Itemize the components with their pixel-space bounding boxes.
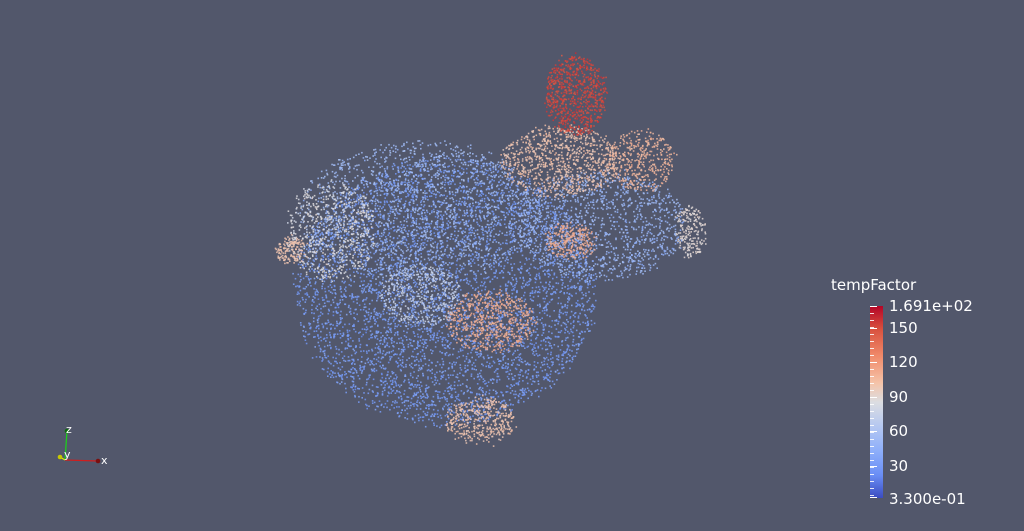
colorbar-minor-tick bbox=[870, 348, 874, 349]
colorbar-minor-tick bbox=[870, 306, 874, 307]
colorbar-minor-tick bbox=[870, 376, 874, 377]
y-axis-label: y bbox=[64, 448, 71, 461]
colorbar-minor-tick bbox=[870, 397, 874, 398]
colorbar-max-label: 1.691e+02 bbox=[889, 297, 973, 315]
colorbar-tick-150 bbox=[870, 328, 877, 329]
colorbar-minor-tick bbox=[870, 383, 874, 384]
colorbar-minor-tick bbox=[870, 404, 874, 405]
colorbar-minor-tick bbox=[870, 425, 874, 426]
colorbar-minor-tick bbox=[870, 369, 874, 370]
colorbar-minor-tick bbox=[870, 411, 874, 412]
colorbar-minor-tick bbox=[870, 481, 874, 482]
colorbar-minor-tick bbox=[870, 341, 874, 342]
z-axis-line bbox=[64, 430, 68, 461]
colorbar-minor-tick bbox=[870, 446, 874, 447]
colorbar-minor-tick bbox=[870, 460, 874, 461]
colorbar-minor-tick bbox=[870, 467, 874, 468]
colorbar-minor-tick bbox=[870, 453, 874, 454]
colorbar-minor-tick bbox=[870, 362, 874, 363]
x-axis-tip bbox=[95, 458, 101, 464]
z-axis-tip bbox=[64, 428, 70, 434]
colorbar-tick-60 bbox=[870, 431, 877, 432]
colorbar-tick-30 bbox=[870, 466, 877, 467]
colorbar-minor-tick bbox=[870, 418, 874, 419]
color-bar bbox=[870, 306, 883, 498]
legend-title: tempFactor bbox=[831, 276, 917, 294]
colorbar-minor-tick bbox=[870, 320, 874, 321]
colorbar-minor-tick bbox=[870, 439, 874, 440]
x-axis-label: x bbox=[101, 454, 108, 467]
colorbar-minor-tick bbox=[870, 488, 874, 489]
colorbar-tick-label-60: 60 bbox=[889, 422, 909, 440]
y-axis-tip bbox=[57, 454, 63, 460]
colorbar-minor-tick bbox=[870, 327, 874, 328]
colorbar-minor-tick bbox=[870, 390, 874, 391]
colorbar-minor-tick bbox=[870, 495, 874, 496]
colorbar-minor-tick bbox=[870, 355, 874, 356]
colorbar-tick-label-30: 30 bbox=[889, 457, 909, 475]
orientation-axes: x y z bbox=[57, 423, 108, 467]
colorbar-tick-min bbox=[870, 497, 877, 498]
colorbar-minor-tick bbox=[870, 334, 874, 335]
x-axis-line bbox=[64, 459, 99, 462]
z-axis-label: z bbox=[66, 423, 72, 436]
colorbar-tick-label-90: 90 bbox=[889, 388, 909, 406]
colorbar-minor-tick bbox=[870, 432, 874, 433]
colorbar-minor-tick bbox=[870, 474, 874, 475]
colorbar-tick-label-150: 150 bbox=[889, 319, 918, 337]
colorbar-min-label: 3.300e-01 bbox=[889, 490, 966, 508]
colorbar-minor-tick bbox=[870, 313, 874, 314]
colorbar-tick-label-120: 120 bbox=[889, 353, 918, 371]
